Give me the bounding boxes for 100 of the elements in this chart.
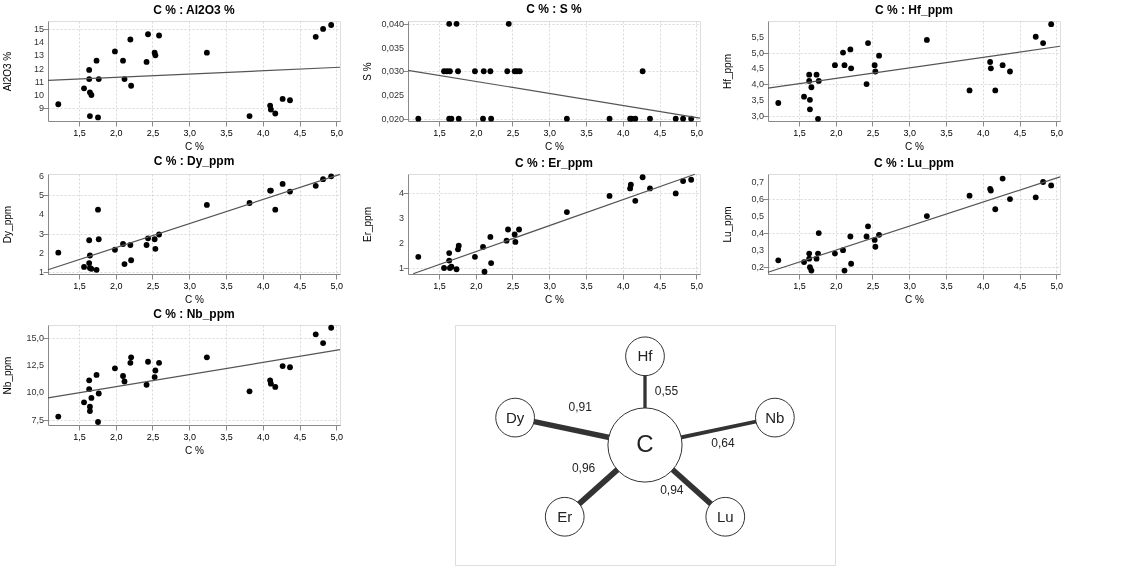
y-tick-label: 10 — [33, 89, 44, 100]
x-tick-label: 3,5 — [220, 280, 233, 291]
x-tick-label: 3,5 — [940, 280, 953, 291]
x-tick-label: 4,0 — [617, 280, 630, 291]
x-axis-title: C % — [185, 140, 205, 152]
chart-title: C % : S % — [526, 1, 582, 16]
x-tick-label: 5,0 — [690, 280, 704, 291]
x-tick-label: 4,0 — [977, 127, 990, 138]
x-tick-label: 2,0 — [109, 127, 123, 138]
y-tick-label: 7,5 — [31, 414, 44, 425]
x-tick-label: 2,5 — [506, 280, 520, 291]
x-tick-label: 2,0 — [829, 280, 843, 291]
chart-title: C % : Al2O3 % — [153, 3, 236, 17]
y-axis-title: Nb_ppm — [2, 356, 13, 395]
x-tick-label: 3,0 — [543, 127, 556, 138]
x-axis-title: C % — [905, 293, 925, 305]
y-tick-label: 11 — [34, 76, 44, 87]
x-tick-label: 2,0 — [109, 431, 123, 442]
x-tick-label: 2,5 — [866, 280, 880, 291]
y-tick-label: 4 — [38, 209, 44, 220]
x-tick-label: 1,5 — [433, 280, 446, 291]
y-tick-label: 5,5 — [751, 31, 764, 42]
x-tick-label: 1,5 — [433, 127, 446, 138]
y-axis-title: Hf_ppm — [722, 53, 733, 90]
x-tick-label: 3,0 — [183, 431, 196, 442]
y-tick-label: 0,3 — [751, 245, 764, 256]
y-axis-title: Er_ppm — [362, 206, 373, 243]
y-tick-label: 9 — [38, 103, 44, 114]
x-tick-label: 4,5 — [1013, 127, 1027, 138]
y-tick-label: 14 — [33, 37, 44, 48]
x-tick-label: 1,5 — [73, 280, 86, 291]
y-tick-label: 4 — [398, 188, 404, 199]
y-tick-label: 6 — [38, 171, 44, 182]
x-tick-label: 4,0 — [257, 431, 270, 442]
x-tick-label: 2,0 — [469, 127, 483, 138]
x-tick-label: 5,0 — [690, 127, 704, 138]
y-axis-title: Dy_ppm — [2, 205, 13, 244]
x-tick-label: 2,5 — [146, 280, 160, 291]
x-tick-label: 4,5 — [653, 127, 667, 138]
x-tick-label: 2,0 — [829, 127, 843, 138]
data-label: 0,94 — [660, 483, 684, 498]
category-label: Lu — [716, 507, 734, 525]
x-tick-label: 5,0 — [330, 431, 344, 442]
x-axis-title: C % — [545, 293, 565, 305]
y-axis-title: Al2O3 % — [2, 51, 13, 92]
y-tick-label: 2 — [38, 247, 44, 258]
x-tick-label: 3,5 — [580, 127, 593, 138]
chart-title: C % : Nb_ppm — [153, 306, 235, 321]
y-tick-label: 0,5 — [751, 211, 764, 222]
y-tick-label: 15 — [33, 23, 44, 34]
y-tick-label: 1 — [398, 263, 404, 274]
x-tick-label: 4,0 — [617, 127, 630, 138]
category-label: Dy — [505, 408, 525, 426]
text: C — [636, 430, 654, 457]
category-label: Hf — [637, 347, 654, 365]
chart-title: C % : Dy_ppm — [153, 154, 235, 169]
y-tick-label: 3,0 — [751, 110, 764, 121]
x-tick-label: 1,5 — [73, 127, 86, 138]
x-tick-label: 4,5 — [293, 280, 307, 291]
y-tick-label: 13 — [33, 50, 44, 61]
x-axis-title: C % — [185, 293, 205, 305]
chart-title: C % : Er_ppm — [514, 155, 594, 170]
x-tick-label: 4,5 — [293, 127, 307, 138]
x-tick-label: 2,5 — [146, 127, 160, 138]
data-label: 0,64 — [711, 435, 736, 450]
y-tick-label: 0,030 — [381, 66, 404, 77]
x-tick-label: 4,0 — [257, 127, 270, 138]
y-tick-label: 0,020 — [381, 113, 404, 124]
x-tick-label: 2,0 — [109, 280, 123, 291]
x-tick-label: 5,0 — [330, 127, 344, 138]
y-axis-title: S % — [362, 62, 373, 81]
chart-title: C % : Hf_ppm — [875, 3, 953, 17]
y-tick-label: 0,7 — [751, 177, 764, 188]
y-tick-label: 0,035 — [381, 42, 404, 53]
data-label: 0,96 — [571, 461, 596, 476]
x-tick-label: 4,0 — [257, 280, 270, 291]
x-axis-title: C % — [185, 444, 205, 456]
category-label: Er — [557, 507, 573, 525]
x-tick-label: 3,5 — [220, 431, 233, 442]
y-tick-label: 3 — [38, 228, 44, 239]
x-tick-label: 4,5 — [1013, 280, 1027, 291]
x-tick-label: 4,0 — [977, 280, 990, 291]
y-tick-label: 10,0 — [26, 387, 44, 398]
y-tick-label: 0,2 — [751, 262, 764, 273]
x-tick-label: 3,5 — [940, 127, 953, 138]
x-tick-label: 3,0 — [543, 280, 556, 291]
y-tick-label: 3,5 — [751, 94, 764, 105]
y-tick-label: 5 — [38, 190, 44, 201]
y-tick-label: 0,025 — [381, 89, 404, 100]
x-tick-label: 4,5 — [653, 280, 667, 291]
x-tick-label: 3,5 — [220, 127, 233, 138]
data-label: 0,55 — [654, 384, 679, 398]
x-tick-label: 4,5 — [293, 431, 307, 442]
y-tick-label: 0,4 — [751, 228, 764, 239]
x-tick-label: 3,5 — [580, 280, 593, 291]
x-tick-label: 5,0 — [330, 280, 344, 291]
y-axis-title: Lu_ppm — [722, 206, 733, 243]
y-tick-label: 12 — [33, 63, 44, 74]
x-tick-label: 5,0 — [1050, 280, 1064, 291]
y-tick-label: 2 — [398, 238, 404, 249]
